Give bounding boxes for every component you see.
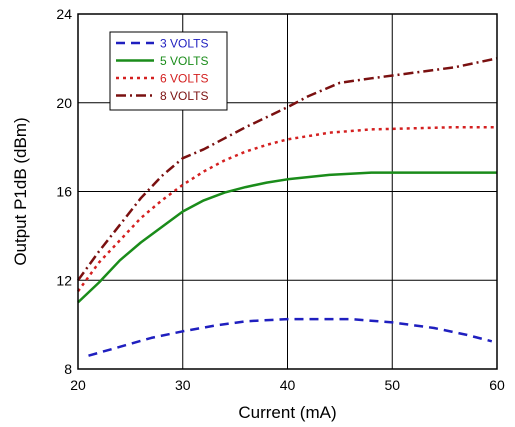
tick-labels: 20 30 40 50 60 8 12 16 20 24 [56,6,505,393]
legend-label: 6 VOLTS [160,72,208,86]
x-tick-label: 20 [70,377,86,393]
series-line-2 [77,171,497,304]
y-tick-label: 8 [64,361,72,377]
x-tick-label: 50 [384,377,400,393]
legend: 3 VOLTS 5 VOLTS 6 VOLTS 8 VOLTS [109,31,228,111]
plot-frame [77,13,498,370]
x-tick-label: 40 [280,377,296,393]
x-tick-label: 60 [489,377,505,393]
y-axis-title: Output P1dB (dBm) [11,117,30,265]
series-lines [76,57,498,357]
series-line-3 [76,125,497,293]
legend-box [109,31,228,111]
series-line-4 [76,57,498,282]
series-line-1 [88,317,493,357]
legend-label: 8 VOLTS [160,89,208,103]
y-tick-label: 24 [56,6,72,22]
y-tick-label: 16 [56,184,72,200]
legend-label: 5 VOLTS [160,54,208,68]
x-axis-title: Current (mA) [238,403,336,422]
legend-label: 3 VOLTS [160,37,208,51]
x-tick-label: 30 [175,377,191,393]
y-tick-label: 12 [56,272,72,288]
y-tick-label: 20 [56,95,72,111]
